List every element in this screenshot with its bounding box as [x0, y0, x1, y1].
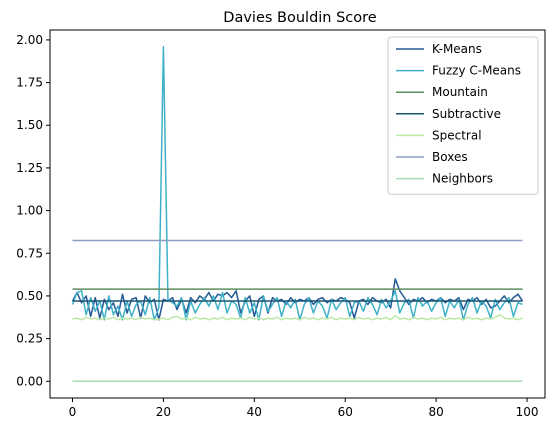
- legend: K-Means Fuzzy C-Means Mountain Subtractive S…: [387, 36, 539, 195]
- plot-frame: [49, 29, 546, 399]
- y-tick-label: 0.50: [16, 289, 43, 303]
- x-tick-label: 100: [516, 405, 539, 419]
- legend-label: Fuzzy C-Means: [432, 64, 521, 78]
- series-line-spectral: [72, 313, 523, 321]
- chart-title: Davies Bouldin Score: [223, 10, 377, 26]
- legend-label: Spectral: [432, 128, 482, 142]
- legend-box: [387, 36, 539, 195]
- legend-label: Subtractive: [432, 107, 501, 121]
- y-tick-label: 0.00: [16, 374, 43, 388]
- legend-label: Neighbors: [432, 172, 493, 186]
- y-tick-label: 0.25: [16, 332, 43, 346]
- x-tick-label: 40: [247, 405, 262, 419]
- x-tick-label: 0: [69, 405, 77, 419]
- x-axis: 0 20 40 60 80 100: [69, 398, 539, 419]
- x-tick-label: 60: [338, 405, 353, 419]
- y-tick-label: 1.75: [16, 76, 43, 90]
- legend-label: Boxes: [432, 150, 468, 164]
- legend-label: Mountain: [432, 85, 488, 99]
- x-tick-label: 20: [156, 405, 171, 419]
- y-tick-label: 0.75: [16, 246, 43, 260]
- series-line-fuzzy-c-means: [71, 45, 523, 321]
- y-axis: 0.00 0.25 0.50 0.75 1.00 1.25 1.50 1.75 2.00: [16, 33, 50, 388]
- y-tick-label: 1.00: [16, 204, 43, 218]
- plot-lines: [71, 45, 524, 383]
- y-tick-label: 2.00: [16, 33, 43, 47]
- legend-label: K-Means: [432, 42, 482, 56]
- series-line-k-means: [71, 278, 524, 321]
- y-tick-label: 1.25: [16, 161, 43, 175]
- y-tick-label: 1.50: [16, 118, 43, 132]
- x-tick-label: 80: [428, 405, 443, 419]
